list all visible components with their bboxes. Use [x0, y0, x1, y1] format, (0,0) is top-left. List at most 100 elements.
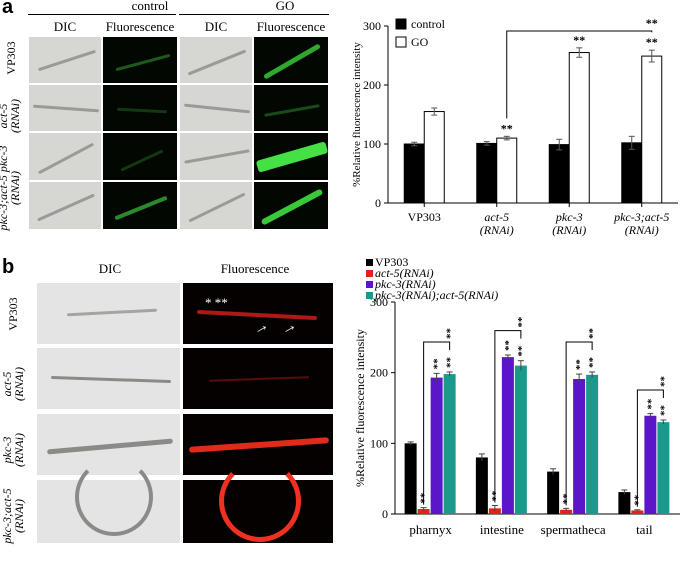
legend-label: pkc-3(RNAi);act-5(RNAi) — [374, 288, 498, 302]
y-tick-label: 0 — [382, 507, 388, 521]
significance-mark: ** — [503, 340, 515, 352]
significance-bracket — [423, 341, 451, 505]
panel-a-fluor-header-1: Fluorescence — [105, 19, 175, 34]
legend-label: VP303 — [375, 255, 408, 269]
x-tick-label: intestine — [480, 522, 524, 537]
x-tick-label: pkc-3 — [555, 210, 583, 224]
significance-mark: ** — [574, 359, 586, 371]
bar — [443, 374, 456, 514]
significance-mark: ** — [501, 121, 513, 135]
micrograph-fluorescence — [182, 460, 334, 544]
bracket-mark: ** — [587, 327, 599, 339]
y-tick-label: 300 — [363, 19, 381, 33]
significance-bracket — [565, 341, 593, 506]
bar — [430, 377, 443, 514]
significance-mark: ** — [419, 492, 431, 504]
micrograph-fluorescence — [102, 36, 178, 84]
micrograph-dic — [36, 458, 181, 544]
micrograph-fluorescence: * ** → → — [182, 282, 334, 345]
significance-mark: ** — [646, 35, 658, 49]
legend-swatch — [366, 270, 373, 277]
micrograph-fluorescence — [253, 84, 329, 132]
bar — [641, 55, 663, 204]
y-tick-label: 0 — [375, 196, 381, 210]
bar — [631, 510, 644, 514]
y-tick-label: 100 — [363, 137, 381, 151]
x-tick-label: (RNAi) — [552, 223, 586, 237]
bar — [644, 415, 657, 514]
micrograph-fluorescence — [253, 36, 329, 84]
legend-swatch — [366, 292, 373, 299]
legend-swatch — [395, 18, 407, 30]
bar — [573, 379, 586, 514]
micrograph-dic — [28, 181, 102, 230]
bar — [657, 422, 670, 514]
panel-a-control-header: control — [131, 0, 169, 13]
legend-label: pkc-3(RNAi) — [374, 277, 436, 291]
legend-swatch — [395, 36, 407, 48]
bar — [568, 52, 590, 204]
bar — [621, 142, 643, 204]
panel-a-row-label: VP303 — [4, 41, 18, 75]
panel-b-dic-header: DIC — [98, 261, 122, 276]
bar — [514, 365, 527, 514]
bar — [586, 374, 599, 514]
bar — [404, 443, 417, 514]
panel-a-row-label: pkc-3;act-5 pkc-3 (RNAi) — [0, 145, 22, 231]
fluorescence-stars: * ** — [205, 295, 228, 310]
x-tick-label: pharnyx — [409, 522, 452, 537]
legend-label: control — [411, 17, 446, 31]
significance-mark: ** — [645, 398, 657, 410]
significance-mark: ** — [573, 33, 585, 47]
bar — [547, 471, 560, 514]
significance-bracket — [636, 389, 664, 507]
bar — [423, 111, 445, 204]
panel-b-row-label: act-5 (RNAi) — [0, 367, 26, 401]
panel-a-dic-header-1: DIC — [53, 19, 77, 34]
significance-mark: ** — [445, 356, 457, 368]
micrograph-dic — [28, 132, 102, 181]
significance-mark: ** — [490, 490, 502, 502]
y-tick-label: 200 — [363, 78, 381, 92]
bracket-mark: ** — [445, 327, 457, 339]
y-tick-label: 300 — [370, 295, 388, 309]
y-axis-label: %Relative fluorescence intensity — [351, 42, 363, 187]
y-tick-label: 200 — [370, 366, 388, 380]
y-axis-label: %Relative fluorescence intensity — [353, 329, 367, 487]
bar — [618, 492, 631, 514]
bar — [548, 144, 570, 204]
micrograph-dic — [179, 84, 253, 132]
legend-label: act-5(RNAi) — [375, 266, 434, 280]
bracket-mark: ** — [646, 16, 658, 30]
significance-bracket — [494, 330, 522, 503]
micrograph-dic — [28, 36, 102, 84]
x-tick-label: spermatheca — [541, 522, 606, 537]
bracket-mark: ** — [516, 316, 528, 328]
panel-b-row-label: pkc-3;act-5 (RNAi) — [0, 488, 26, 544]
micrograph-dic — [179, 36, 253, 84]
legend-label: GO — [411, 35, 429, 49]
panel-b-image-grid: * ** → → — [36, 282, 334, 544]
micrograph-fluorescence — [182, 347, 334, 410]
significance-mark: ** — [516, 345, 528, 357]
bar-chart-a: 0 100 200 300%Relative fluorescence intensi… — [351, 16, 678, 237]
panel-a-letter: a — [2, 0, 14, 18]
bar — [501, 357, 514, 514]
significance-mark: ** — [561, 493, 573, 505]
panel-a-image-grid — [28, 36, 329, 230]
legend-swatch — [366, 281, 373, 288]
micrograph-fluorescence — [102, 132, 178, 181]
legend-swatch — [366, 259, 373, 266]
bar — [417, 509, 430, 514]
significance-bracket — [506, 30, 653, 119]
go-header-rule — [179, 14, 329, 15]
bar — [476, 142, 498, 204]
x-tick-label: (RNAi) — [480, 223, 514, 237]
micrograph-fluorescence — [102, 84, 178, 132]
micrograph-dic — [179, 132, 253, 181]
micrograph-dic — [179, 181, 253, 230]
bar — [403, 143, 425, 204]
panel-a-go-header: GO — [275, 0, 295, 13]
panel-b-letter: b — [2, 256, 15, 278]
panel-a-fluor-header-2: Fluorescence — [256, 19, 326, 34]
